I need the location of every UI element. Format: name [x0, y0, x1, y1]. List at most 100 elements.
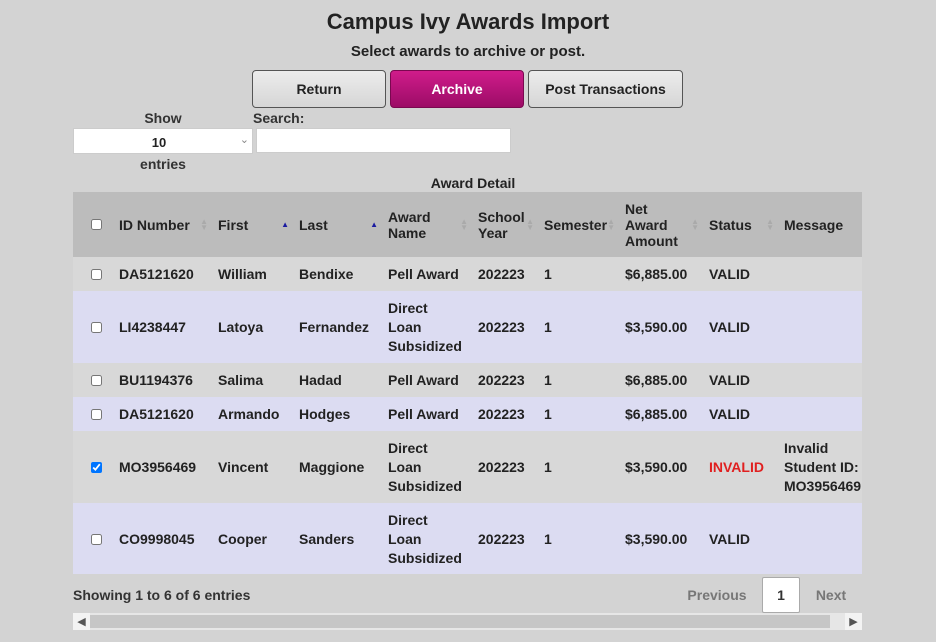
table-row[interactable]: BU1194376 Salima Hadad Pell Award 202223…	[73, 363, 862, 397]
column-header-semester-label: Semester	[544, 216, 608, 233]
cell-amount: $6,885.00	[625, 265, 688, 282]
row-checkbox[interactable]	[91, 268, 102, 280]
row-checkbox[interactable]	[91, 374, 102, 386]
cell-first: Vincent	[218, 458, 269, 475]
sort-icon: ▲ ▼	[766, 216, 774, 232]
sort-icon: ▲ ▼	[526, 216, 534, 232]
awards-table-wrapper: ID Number ▲ ▼ First ▲ Last ▲ Award Name ▲ ▼ Sc…	[73, 192, 862, 574]
row-checkbox[interactable]	[91, 321, 102, 333]
row-select-cell	[73, 431, 113, 503]
search-input[interactable]	[256, 128, 511, 153]
table-row[interactable]: CO9998045 Cooper Sanders Direct Loan Sub…	[73, 503, 862, 574]
table-row[interactable]: MO3956469 Vincent Maggione Direct Loan S…	[73, 431, 862, 503]
row-checkbox[interactable]	[91, 461, 102, 473]
scrollbar-thumb[interactable]	[90, 615, 830, 628]
cell-award: Pell Award	[388, 371, 459, 388]
cell-amount: $6,885.00	[625, 405, 688, 422]
column-header-message[interactable]: Message	[778, 192, 862, 257]
table-row[interactable]: DA5121620 Armando Hodges Pell Award 2022…	[73, 397, 862, 431]
row-checkbox[interactable]	[91, 533, 102, 545]
cell-amount: $3,590.00	[625, 318, 688, 335]
select-all-checkbox[interactable]	[91, 219, 102, 230]
column-header-semester[interactable]: Semester ▲ ▼	[538, 192, 619, 257]
next-page-button[interactable]: Next	[815, 587, 847, 603]
column-header-id-label: ID Number	[119, 216, 190, 233]
cell-award: Pell Award	[388, 265, 459, 282]
cell-award: Pell Award	[388, 405, 459, 422]
previous-page-button[interactable]: Previous	[687, 587, 747, 603]
cell-year: 202223	[478, 530, 525, 547]
row-select-cell	[73, 363, 113, 397]
cell-message: Invalid Student ID: MO3956469	[784, 439, 862, 494]
table-header-row: ID Number ▲ ▼ First ▲ Last ▲ Award Name ▲ ▼ Sc…	[73, 192, 862, 257]
column-header-first-label: First	[218, 216, 249, 233]
sort-icon: ▲ ▼	[607, 216, 615, 232]
sort-asc-icon: ▲	[370, 219, 378, 229]
horizontal-scrollbar[interactable]: ◀ ▶	[73, 613, 862, 630]
cell-award: Direct Loan Subsidized	[388, 511, 462, 566]
column-header-status-label: Status	[709, 216, 752, 233]
cell-id: MO3956469	[119, 458, 197, 475]
page-1-button[interactable]: 1	[762, 577, 800, 613]
cell-year: 202223	[478, 371, 525, 388]
chevron-down-icon: ⌄	[239, 134, 249, 146]
entries-length-select[interactable]: 10 ⌄	[73, 128, 253, 154]
cell-message	[778, 257, 862, 291]
archive-button[interactable]: Archive	[390, 70, 524, 108]
scroll-left-icon[interactable]: ◀	[73, 613, 90, 630]
award-detail-label: Award Detail	[430, 175, 516, 191]
cell-last: Hadad	[299, 371, 342, 388]
return-button[interactable]: Return	[252, 70, 386, 108]
cell-id: DA5121620	[119, 405, 194, 422]
cell-status: INVALID	[709, 458, 764, 475]
row-select-cell	[73, 503, 113, 574]
row-checkbox[interactable]	[91, 408, 102, 420]
column-header-year[interactable]: School Year ▲ ▼	[472, 192, 538, 257]
cell-last: Hodges	[299, 405, 351, 422]
cell-message	[778, 291, 862, 363]
row-select-cell	[73, 397, 113, 431]
cell-semester: 1	[544, 530, 552, 547]
column-header-award-label: Award Name	[388, 208, 431, 241]
cell-first: Salima	[218, 371, 264, 388]
cell-first: Latoya	[218, 318, 264, 335]
cell-last: Sanders	[299, 530, 355, 547]
cell-message	[778, 397, 862, 431]
cell-amount: $3,590.00	[625, 530, 688, 547]
cell-status: VALID	[709, 265, 750, 282]
cell-first: William	[218, 265, 267, 282]
cell-semester: 1	[544, 318, 552, 335]
cell-amount: $3,590.00	[625, 458, 688, 475]
scroll-right-icon[interactable]: ▶	[845, 613, 862, 630]
cell-year: 202223	[478, 265, 525, 282]
awards-table: ID Number ▲ ▼ First ▲ Last ▲ Award Name ▲ ▼ Sc…	[73, 192, 862, 574]
cell-award: Direct Loan Subsidized	[388, 299, 462, 354]
row-select-cell	[73, 291, 113, 363]
column-header-first[interactable]: First ▲	[212, 192, 293, 257]
sort-icon: ▲ ▼	[691, 216, 699, 232]
sort-asc-icon: ▲	[281, 219, 289, 229]
column-header-amount[interactable]: Net Award Amount ▲ ▼	[619, 192, 703, 257]
column-header-year-label: School Year	[478, 208, 525, 241]
column-header-last[interactable]: Last ▲	[293, 192, 382, 257]
cell-first: Cooper	[218, 530, 267, 547]
table-row[interactable]: LI4238447 Latoya Fernandez Direct Loan S…	[73, 291, 862, 363]
cell-status: VALID	[709, 318, 750, 335]
cell-status: VALID	[709, 405, 750, 422]
cell-amount: $6,885.00	[625, 371, 688, 388]
table-info: Showing 1 to 6 of 6 entries	[73, 587, 251, 603]
table-row[interactable]: DA5121620 William Bendixe Pell Award 202…	[73, 257, 862, 291]
column-header-status[interactable]: Status ▲ ▼	[703, 192, 778, 257]
column-header-last-label: Last	[299, 216, 328, 233]
cell-id: DA5121620	[119, 265, 194, 282]
cell-year: 202223	[478, 318, 525, 335]
cell-message	[778, 503, 862, 574]
post-transactions-button[interactable]: Post Transactions	[528, 70, 683, 108]
cell-last: Maggione	[299, 458, 365, 475]
column-header-award[interactable]: Award Name ▲ ▼	[382, 192, 472, 257]
cell-semester: 1	[544, 371, 552, 388]
column-header-id[interactable]: ID Number ▲ ▼	[113, 192, 212, 257]
cell-id: LI4238447	[119, 318, 186, 335]
cell-first: Armando	[218, 405, 280, 422]
cell-award: Direct Loan Subsidized	[388, 439, 462, 494]
